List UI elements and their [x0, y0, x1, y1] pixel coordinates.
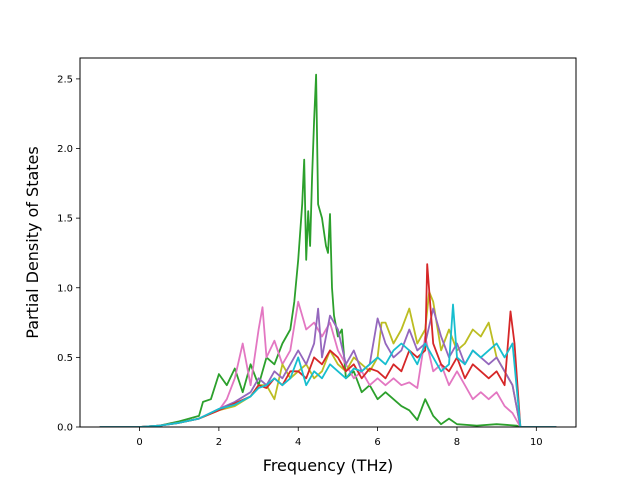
y-axis-label: Partial Density of States	[23, 146, 42, 338]
y-tick-label: 2.0	[57, 144, 73, 155]
series-line-2	[99, 300, 557, 427]
x-tick-label: 2	[216, 437, 222, 448]
series-line-1	[99, 73, 557, 427]
y-tick-label: 0.5	[57, 353, 73, 364]
y-tick-label: 2.5	[57, 74, 73, 85]
x-axis: 0 2 4 6 8 10	[136, 427, 543, 448]
x-tick-label: 4	[295, 437, 301, 448]
y-tick-label: 1.0	[57, 283, 73, 294]
plot-frame	[79, 57, 577, 428]
series-line-5	[99, 263, 557, 427]
series-layer	[99, 73, 557, 427]
x-tick-label: 8	[454, 437, 460, 448]
series-line-6	[99, 303, 557, 427]
series-line-3	[99, 290, 557, 427]
x-tick-label: 10	[530, 437, 543, 448]
y-tick-label: 1.5	[57, 214, 73, 225]
x-tick-label: 6	[374, 437, 380, 448]
x-tick-label: 0	[136, 437, 142, 448]
y-tick-label: 0.0	[57, 423, 73, 434]
x-axis-label: Frequency (THz)	[263, 456, 393, 475]
y-axis: 0.0 0.5 1.0 1.5 2.0 2.5	[57, 74, 80, 434]
